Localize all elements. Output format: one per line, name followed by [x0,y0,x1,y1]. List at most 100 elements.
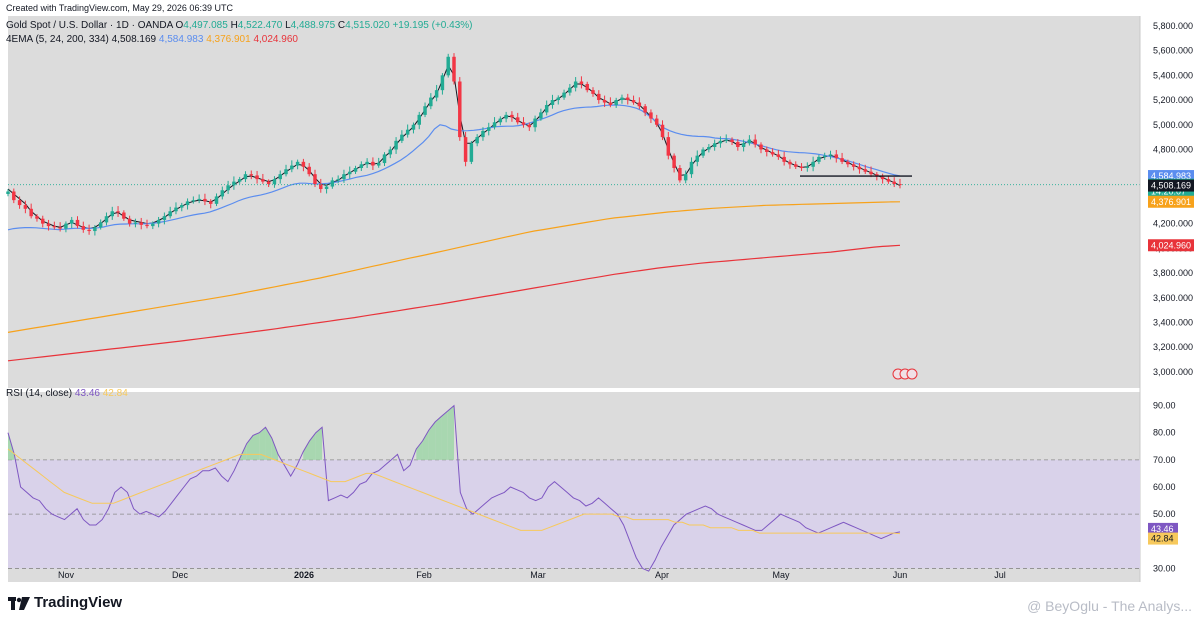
candle-body [261,179,265,182]
candle-body [654,118,659,125]
economic-event-icon[interactable] [906,368,918,380]
candle-body [145,224,149,227]
candle-body [550,100,555,105]
time-tick-label: Apr [655,570,669,580]
price-tick-label: 3,200.000 [1153,342,1193,352]
candle-body [75,219,80,227]
candle-body [458,81,462,138]
candle-body [388,149,393,155]
rsi-legend[interactable]: RSI (14, close) 43.46 42.84 [6,388,128,399]
candle-body [12,191,16,201]
rsi-overbought-fill [246,435,253,460]
symbol-ohlc-line: Gold Spot / U.S. Dollar · 1D · OANDA O4,… [6,20,473,31]
candle-body [52,226,57,228]
close-label: C [337,20,346,31]
candle-body [492,122,497,128]
candle-body [626,97,630,101]
candle-body [226,185,230,191]
candle-body [133,222,138,224]
candle-body [243,174,248,180]
price-tick-label: 5,000.000 [1153,120,1193,130]
tradingview-logo-icon [8,596,30,610]
candle-body [23,205,28,209]
candle-body [649,112,653,119]
change-value: +19.195 (+0.43%) [392,20,473,31]
price-tick-label: 5,400.000 [1153,70,1193,80]
candle-body [736,142,740,148]
candle-body [631,100,636,103]
rsi-axis[interactable]: 90.0080.0070.0060.0050.0040.0030.0043.46… [1148,401,1178,574]
time-axis[interactable]: Nov Dec 2026 Feb Mar Apr May Jun Jul [58,570,1006,580]
rsi-ma-value: 42.84 [102,388,128,399]
price-label-text: 4,508.169 [1151,181,1191,191]
candle-body [359,164,364,169]
candle-body [405,129,410,135]
candle-body [689,161,694,175]
candle-body [782,156,786,162]
candle-body [701,149,705,156]
price-label-text: 4,024.960 [1151,240,1191,250]
high-value: 4,522.470 [237,20,283,31]
candle-body [712,143,717,148]
rsi-overbought-fill [435,416,442,460]
price-tick-label: 3,600.000 [1153,293,1193,303]
high-label: H [230,20,238,31]
candle-body [846,161,850,165]
ema-legend[interactable]: 4EMA (5, 24, 200, 334) 4,508.169 4,584.9… [6,34,298,45]
candle-body [116,211,120,213]
candle-body [208,201,213,204]
candle-body [475,137,479,144]
candle-body [608,102,613,105]
candle-body [371,161,375,166]
candle-body [683,174,688,181]
candle-body [568,87,572,93]
candle-body [353,168,358,172]
price-pane[interactable] [8,16,1140,388]
candle-body [452,56,456,82]
candle-body [440,75,445,91]
ema-line-ema-334 [7,244,901,362]
close-value: 4,515.020 [345,20,390,31]
candle-body [6,191,10,194]
candle-body [434,90,439,98]
candle-body [886,179,891,182]
ema-label: 4EMA (5, 24, 200, 334) [6,34,109,45]
candle-body [429,97,433,107]
candle-body [87,229,91,232]
candle-body [672,155,676,169]
rsi-overbought-fill [422,430,429,460]
symbol-title[interactable]: Gold Spot / U.S. Dollar · 1D · OANDA [6,20,173,31]
candle-body [330,180,335,187]
created-text: Created with TradingView.com, May 29, 20… [6,3,233,13]
open-value: 4,497.085 [183,20,228,31]
price-label-text: 4,584.983 [1151,171,1191,181]
ema-line-ema-200 [7,201,901,333]
candle-body [400,134,404,141]
candle-body [759,144,763,150]
candle-body [794,164,798,167]
candle-body [168,211,172,217]
candle-body [272,179,277,185]
candle-body [863,169,867,172]
candle-body [718,140,723,144]
candle-body [469,143,474,162]
candle-body [602,100,607,103]
candle-body [724,139,728,141]
candle-body [214,196,219,204]
candle-body [851,164,856,167]
candle-body [446,56,450,76]
event-icons[interactable] [892,368,918,380]
time-tick-label: Jun [893,570,908,580]
candle-body [510,114,514,118]
candle-body [643,106,647,113]
candle-body [869,171,873,175]
rsi-tick-label: 50.00 [1153,509,1176,519]
candle-body [487,127,491,131]
annotations [8,175,1140,186]
candle-body [660,124,665,138]
candle-body [394,140,398,150]
candle-body [376,163,381,166]
candle-body [805,166,810,169]
tradingview-logo[interactable]: TradingView [8,594,122,611]
